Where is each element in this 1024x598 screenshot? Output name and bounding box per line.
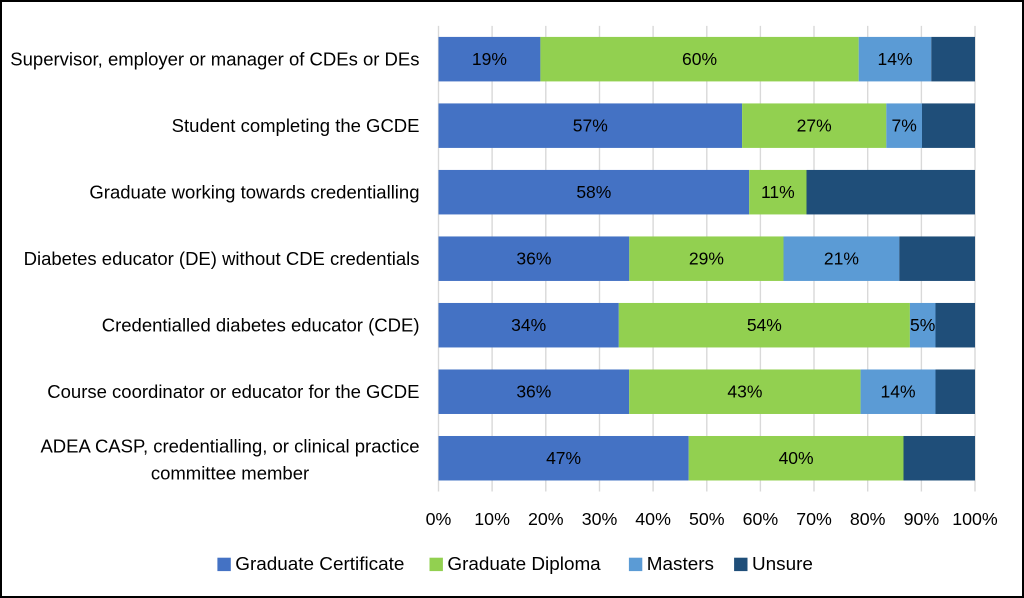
svg-text:Masters: Masters	[647, 554, 714, 575]
svg-text:Student completing the GCDE: Student completing the GCDE	[172, 115, 420, 136]
svg-text:Credentialled diabetes educato: Credentialled diabetes educator (CDE)	[102, 315, 420, 336]
svg-text:47%: 47%	[546, 448, 581, 468]
svg-text:21%: 21%	[824, 249, 859, 269]
svg-text:70%: 70%	[796, 509, 832, 529]
svg-text:34%: 34%	[511, 315, 546, 335]
svg-text:100%: 100%	[952, 509, 998, 529]
svg-text:14%: 14%	[877, 49, 912, 69]
svg-text:60%: 60%	[682, 49, 717, 69]
svg-text:10%: 10%	[474, 509, 510, 529]
svg-text:27%: 27%	[797, 116, 832, 136]
svg-text:19%: 19%	[472, 49, 507, 69]
svg-text:0%: 0%	[426, 509, 452, 529]
svg-text:29%: 29%	[689, 249, 724, 269]
svg-text:Unsure: Unsure	[752, 554, 813, 575]
svg-text:40%: 40%	[779, 448, 814, 468]
svg-text:20%: 20%	[528, 509, 564, 529]
svg-text:36%: 36%	[516, 382, 551, 402]
svg-text:14%: 14%	[881, 382, 916, 402]
svg-text:36%: 36%	[516, 249, 551, 269]
svg-text:50%: 50%	[689, 509, 725, 529]
svg-text:7%: 7%	[892, 116, 917, 136]
svg-text:Course coordinator or educator: Course coordinator or educator for the G…	[47, 381, 419, 402]
svg-text:Supervisor, employer or manage: Supervisor, employer or manager of CDEs …	[10, 49, 419, 70]
svg-text:Diabetes educator (DE) without: Diabetes educator (DE) without CDE crede…	[24, 248, 420, 269]
svg-text:60%: 60%	[743, 509, 779, 529]
svg-text:40%: 40%	[635, 509, 671, 529]
svg-text:58%: 58%	[576, 182, 611, 202]
svg-text:30%: 30%	[582, 509, 618, 529]
svg-text:43%: 43%	[727, 382, 762, 402]
svg-text:Graduate Certificate: Graduate Certificate	[235, 554, 404, 575]
svg-text:committee member: committee member	[151, 463, 309, 484]
svg-text:5%: 5%	[910, 315, 935, 335]
svg-text:11%: 11%	[761, 182, 795, 202]
svg-text:54%: 54%	[747, 315, 782, 335]
svg-text:90%: 90%	[904, 509, 940, 529]
svg-text:80%: 80%	[850, 509, 886, 529]
svg-text:Graduate working towards crede: Graduate working towards credentialling	[89, 182, 419, 203]
svg-text:Graduate Diploma: Graduate Diploma	[447, 554, 601, 575]
svg-text:ADEA CASP, credentialling, or: ADEA CASP, credentialling, or clinical p…	[40, 436, 419, 457]
svg-text:57%: 57%	[573, 116, 608, 136]
